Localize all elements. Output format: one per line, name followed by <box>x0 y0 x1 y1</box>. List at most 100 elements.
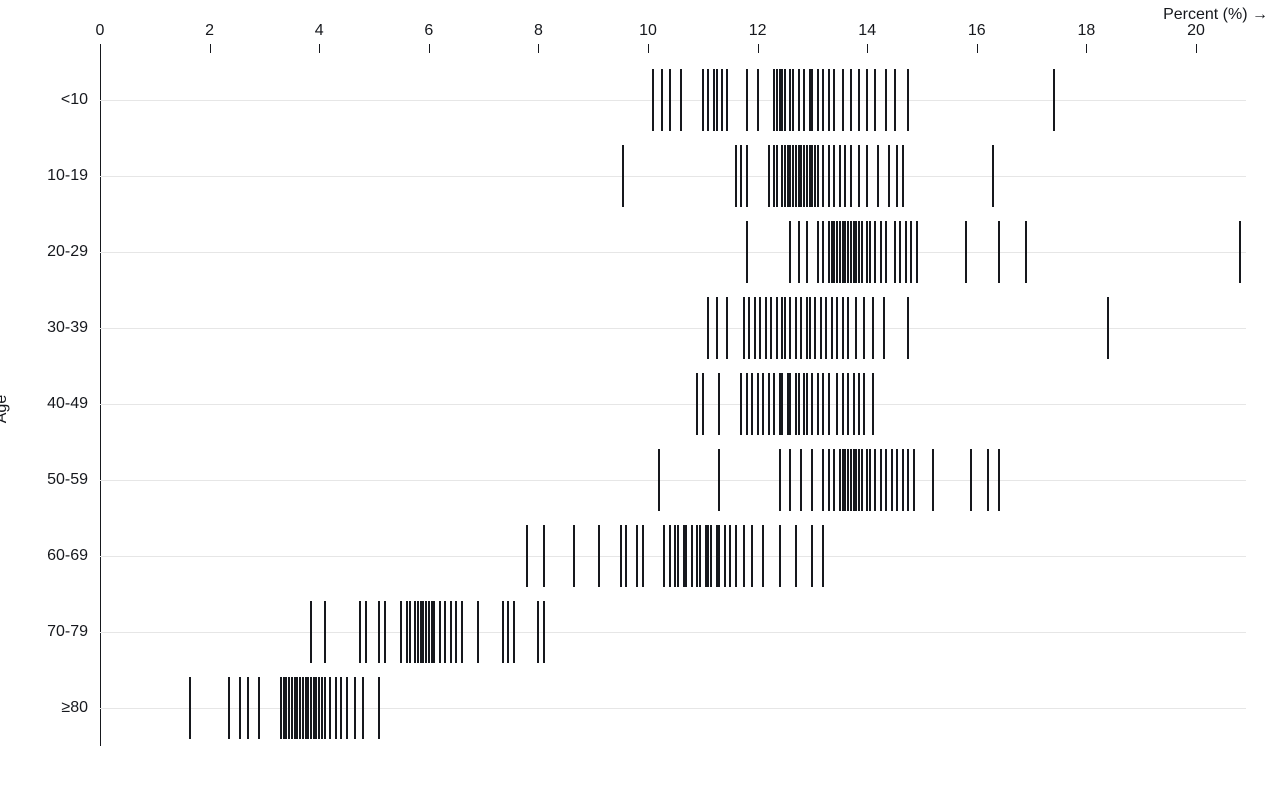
x-axis-tick-label: 8 <box>533 22 543 39</box>
tick-mark <box>427 601 430 663</box>
tick-mark <box>573 525 576 587</box>
tick-mark <box>794 373 797 435</box>
tick-mark <box>696 525 699 587</box>
x-axis-tick-label: 12 <box>748 22 767 39</box>
tick-mark <box>378 677 381 739</box>
tick-mark <box>715 297 718 359</box>
tick-mark <box>477 601 480 663</box>
tick-mark <box>773 145 776 207</box>
tick-mark <box>707 525 710 587</box>
tick-mark <box>309 601 312 663</box>
tick-mark <box>430 601 433 663</box>
tick-mark <box>378 601 381 663</box>
tick-mark <box>874 449 877 511</box>
tick-mark <box>507 601 510 663</box>
tick-mark <box>734 145 737 207</box>
tick-mark <box>838 221 841 283</box>
tick-mark <box>910 221 913 283</box>
y-axis-label: 50-59 <box>47 471 88 488</box>
tick-mark <box>879 221 882 283</box>
tick-mark <box>304 677 307 739</box>
tick-mark <box>888 145 891 207</box>
tick-mark <box>794 525 797 587</box>
tick-mark <box>893 69 896 131</box>
tick-mark <box>715 69 718 131</box>
tick-mark <box>301 677 304 739</box>
tick-mark <box>890 449 893 511</box>
tick-mark <box>789 297 792 359</box>
tick-mark <box>841 373 844 435</box>
tick-mark <box>701 373 704 435</box>
tick-mark <box>764 297 767 359</box>
tick-mark <box>679 69 682 131</box>
tick-mark <box>781 145 784 207</box>
x-axis-tick-label: 16 <box>967 22 986 39</box>
tick-mark <box>811 373 814 435</box>
tick-mark <box>847 221 850 283</box>
tick-mark <box>863 373 866 435</box>
y-axis-label: 70-79 <box>47 623 88 640</box>
tick-mark <box>794 297 797 359</box>
tick-mark <box>893 221 896 283</box>
tick-mark <box>460 601 463 663</box>
tick-mark <box>805 297 808 359</box>
tick-mark <box>422 601 425 663</box>
tick-mark <box>707 297 710 359</box>
x-axis-tick-mark <box>976 44 978 53</box>
tick-mark <box>625 525 628 587</box>
tick-mark <box>970 449 973 511</box>
tick-mark <box>751 373 754 435</box>
tick-mark <box>847 297 850 359</box>
tick-mark <box>833 221 836 283</box>
tick-mark <box>885 449 888 511</box>
tick-mark <box>320 677 323 739</box>
tick-mark <box>778 525 781 587</box>
tick-mark <box>690 525 693 587</box>
x-axis-tick-label: 14 <box>858 22 877 39</box>
tick-mark <box>405 601 408 663</box>
tick-mark <box>718 449 721 511</box>
tick-mark <box>778 449 781 511</box>
tick-mark <box>877 145 880 207</box>
tick-mark <box>997 449 1000 511</box>
y-axis-label: 40-49 <box>47 395 88 412</box>
tick-mark <box>811 525 814 587</box>
tick-mark <box>685 525 688 587</box>
tick-mark <box>986 449 989 511</box>
y-axis-label: 10-19 <box>47 167 88 184</box>
tick-mark <box>836 221 839 283</box>
tick-mark <box>885 69 888 131</box>
tick-mark <box>792 69 795 131</box>
tick-mark <box>808 297 811 359</box>
tick-mark <box>805 373 808 435</box>
tick-mark <box>701 69 704 131</box>
tick-mark <box>816 145 819 207</box>
tick-mark <box>299 677 302 739</box>
x-axis-tick-label: 4 <box>314 22 324 39</box>
tick-mark <box>904 221 907 283</box>
tick-mark <box>315 677 318 739</box>
tick-mark <box>383 601 386 663</box>
x-axis-tick-mark <box>757 44 759 53</box>
tick-mark <box>844 145 847 207</box>
tick-mark <box>296 677 299 739</box>
tick-mark <box>444 601 447 663</box>
tick-mark <box>838 449 841 511</box>
tick-mark <box>729 525 732 587</box>
tick-mark <box>715 525 718 587</box>
tick-mark <box>775 69 778 131</box>
tick-mark <box>767 145 770 207</box>
tick-mark <box>857 69 860 131</box>
tick-mark <box>830 221 833 283</box>
tick-mark <box>800 145 803 207</box>
tick-mark <box>293 677 296 739</box>
tick-mark <box>526 525 529 587</box>
tick-mark <box>866 221 869 283</box>
gridline <box>100 556 1246 557</box>
tick-mark <box>329 677 332 739</box>
tick-mark <box>718 525 721 587</box>
tick-mark <box>699 525 702 587</box>
y-axis-line <box>100 44 101 746</box>
tick-mark <box>879 449 882 511</box>
